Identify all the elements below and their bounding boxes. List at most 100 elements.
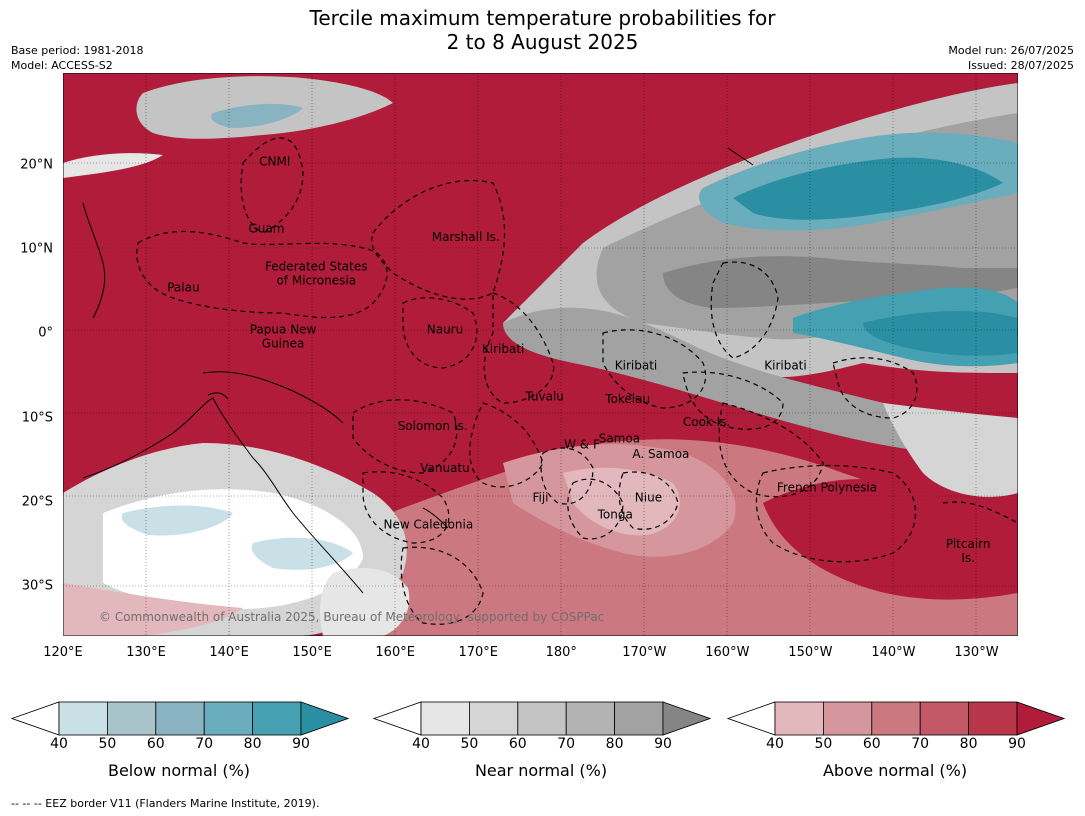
island-coastlines [207, 147, 754, 529]
region-label: CNMI [259, 154, 290, 168]
y-tick-label: 20°N [20, 157, 53, 173]
nw-below-normal [211, 103, 303, 128]
colorbar-tick: 90 [1008, 736, 1026, 752]
colorbar-tick: 60 [146, 736, 165, 752]
colorbar-tick: 70 [911, 736, 930, 752]
base-period: Base period: 1981-2018 [11, 44, 144, 57]
x-tick-label: 160°W [705, 645, 750, 660]
colorbar-tick: 90 [654, 736, 672, 752]
model-name: Model: ACCESS-S2 [11, 59, 113, 72]
region-label: Vanuatu [420, 461, 470, 475]
colorbar-tick: 80 [243, 736, 262, 752]
below-normal-colorbar [11, 701, 349, 736]
colorbar-high-extend [662, 701, 711, 736]
colorbar-segment [107, 701, 157, 736]
region-label: A. Samoa [632, 447, 689, 461]
colorbar-tick: 40 [50, 736, 68, 752]
nw-light-patch [63, 153, 163, 178]
australia-below-normal [121, 505, 233, 536]
southern-above-normal-palest [563, 467, 680, 536]
region-label: Niue [635, 491, 662, 505]
y-tick-label: 30°S [21, 578, 53, 594]
chart-title: Tercile maximum temperature probabilitie… [0, 6, 1085, 54]
australia-above-normal-edge [63, 583, 243, 636]
below-normal-core-north [733, 157, 1003, 220]
colorbar-segment [774, 701, 824, 736]
colorbar-tick: 80 [959, 736, 978, 752]
colorbar-low-extend [373, 701, 422, 736]
footer-note: -- -- -- EEZ border V11 (Flanders Marine… [11, 797, 320, 810]
y-tick-label: 0° [38, 325, 53, 341]
colorbar-tick: 50 [460, 736, 479, 752]
region-label: Cook Is. [683, 415, 730, 429]
colorbar-segment [58, 701, 108, 736]
colorbar-segment [968, 701, 1018, 736]
equatorial-near-normal-light [883, 403, 1018, 497]
region-label: Samoa [599, 432, 640, 446]
map-frame [63, 73, 1018, 636]
region-label: of Micronesia [276, 273, 356, 287]
graticule [63, 73, 1018, 636]
x-tick-label: 160°E [375, 645, 415, 660]
model-run: Model run: 26/07/2025 [948, 44, 1074, 57]
region-label: Tonga [597, 507, 633, 521]
colorbar-segment [919, 701, 969, 736]
colorbar-low-extend [11, 701, 60, 736]
colorbar-low-extend [727, 701, 776, 736]
region-label: Kiribati [615, 359, 657, 373]
colorbar-tick: 50 [814, 736, 833, 752]
se-above-normal-core [763, 479, 1018, 600]
meta-right: Model run: 26/07/2025 Issued: 28/07/2025 [948, 43, 1074, 73]
new-guinea-coastline [202, 371, 344, 424]
below-normal-core-east [863, 311, 1018, 356]
x-tick-label: 180° [545, 645, 577, 660]
x-tick-label: 140°W [871, 645, 916, 660]
region-label: Fiji [532, 491, 548, 505]
y-tick-label: 10°S [21, 410, 53, 426]
chart-title-line-2: 2 to 8 August 2025 [446, 30, 639, 54]
colorbar-tick: 80 [605, 736, 624, 752]
colorbar-segment [155, 701, 205, 736]
region-label: Papua New [250, 322, 317, 336]
colorbar-segment [252, 701, 302, 736]
region-label: French Polynesia [777, 480, 877, 494]
x-tick-label: 130°W [954, 645, 999, 660]
colorbar-tick: 70 [195, 736, 214, 752]
region-label: Guinea [262, 336, 305, 350]
region-label: Marshall Is. [432, 230, 500, 244]
region-label: Pitcairn [946, 537, 991, 551]
colorbar-tick: 50 [98, 736, 117, 752]
region-label: Palau [167, 280, 199, 294]
colorbar-segment [823, 701, 873, 736]
region-label: Tokelau [604, 392, 650, 406]
above-normal-colorbar [727, 701, 1065, 736]
near-normal-colorbar [373, 701, 711, 736]
region-label: Kiribati [482, 342, 524, 356]
x-tick-label: 130°E [126, 645, 166, 660]
region-label: Federated States [265, 259, 367, 273]
region-label: Is. [961, 551, 975, 565]
below-normal-colorbar-title: Below normal (%) [107, 761, 251, 780]
australia-coastline [82, 397, 364, 594]
probability-map: CNMI Guam Marshall Is. Palau Nauru Kiribati Ki… [63, 73, 1018, 636]
copyright-text: © Commonwealth of Australia 2025, Bureau… [99, 610, 604, 624]
colorbar-segment [203, 701, 253, 736]
x-tick-label: 150°E [292, 645, 332, 660]
australia-east-white [320, 568, 410, 636]
eez-borders [136, 137, 1018, 625]
near-normal-colorbar-title: Near normal (%) [474, 761, 608, 780]
colorbar-tick: 40 [412, 736, 430, 752]
region-label: Nauru [427, 322, 463, 336]
colorbar-high-extend [300, 701, 349, 736]
region-label: Kiribati [764, 359, 806, 373]
above-normal-colorbar-title: Above normal (%) [822, 761, 968, 780]
region-label: Solomon Is. [398, 419, 468, 433]
chart-title-line-1: Tercile maximum temperature probabilitie… [309, 6, 776, 30]
colorbar-tick: 60 [862, 736, 881, 752]
x-tick-label: 120°E [43, 645, 83, 660]
colorbar-segment [614, 701, 664, 736]
map-labels: CNMI Guam Marshall Is. Palau Nauru Kiribati Ki… [167, 154, 990, 564]
y-tick-label: 10°N [20, 241, 53, 257]
x-tick-label: 140°E [209, 645, 249, 660]
colorbar-tick: 60 [508, 736, 527, 752]
